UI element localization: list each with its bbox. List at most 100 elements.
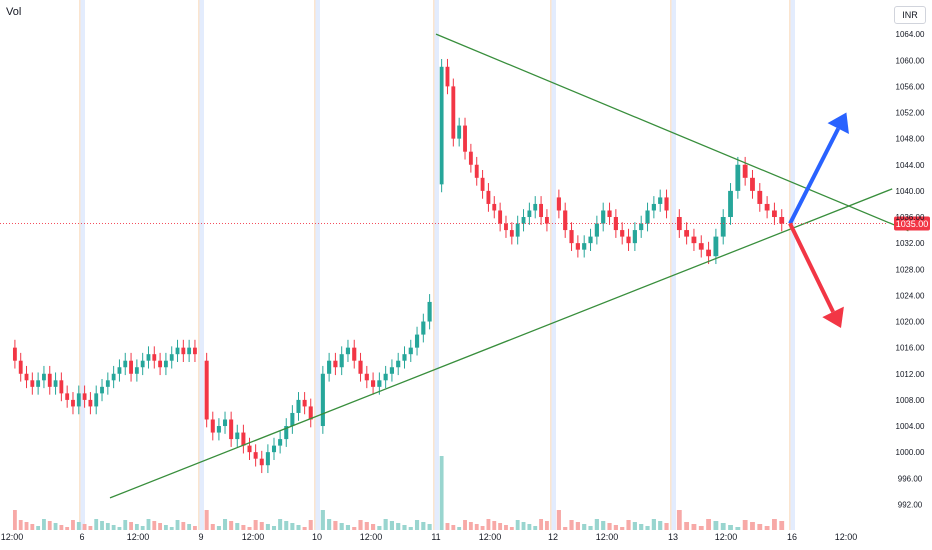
volume-bar — [626, 520, 631, 530]
volume-bar — [53, 523, 58, 530]
y-tick-label: 1024.00 — [896, 291, 925, 300]
arrow-head-bullish — [827, 112, 849, 134]
candles — [12, 58, 785, 474]
volume-bar — [539, 519, 544, 530]
volume-bar — [364, 522, 369, 530]
volume-bar — [339, 523, 344, 530]
volume-bar — [129, 522, 133, 530]
volume-bar — [389, 521, 394, 530]
candle-body — [588, 236, 593, 244]
x-tick-label: 12:00 — [479, 532, 502, 542]
candle-body — [527, 210, 532, 218]
currency-selector[interactable]: INR — [894, 6, 926, 24]
candle-body — [169, 354, 174, 361]
volume-bar — [575, 522, 580, 530]
y-tick-label: 1036.00 — [896, 213, 925, 222]
volume-bar — [414, 520, 420, 530]
volume-bars — [12, 456, 785, 530]
volume-bar — [327, 519, 332, 530]
candle-body — [223, 419, 228, 427]
x-tick-label: 9 — [198, 532, 203, 542]
volume-bar — [533, 526, 538, 530]
volume-bar — [735, 527, 741, 530]
candle-body — [204, 360, 209, 420]
session-band — [433, 0, 439, 530]
candle-body — [735, 164, 741, 191]
session-band-edge — [314, 0, 316, 530]
volume-bar — [779, 521, 785, 530]
candle-body — [728, 190, 733, 218]
candle-body — [457, 125, 462, 139]
y-tick-label: 1048.00 — [896, 135, 925, 144]
candle-body — [181, 347, 186, 355]
session-band-edge — [433, 0, 435, 530]
candle-body — [158, 360, 163, 368]
candle-body — [117, 367, 122, 374]
candle-body — [389, 367, 394, 374]
volume-bar — [134, 524, 139, 530]
x-tick-label: 10 — [312, 532, 322, 542]
y-tick-label: 1020.00 — [896, 318, 925, 327]
volume-bar — [247, 527, 252, 530]
candle-body — [129, 360, 133, 374]
candle-body — [364, 373, 369, 381]
candle-body — [134, 367, 139, 374]
x-tick-label: 16 — [787, 532, 797, 542]
candle-body — [71, 399, 75, 407]
candle-body — [645, 210, 650, 224]
volume-bar — [36, 526, 41, 530]
candle-body — [445, 66, 450, 87]
trendline-upper — [435, 33, 909, 232]
last-price-line: 1035.00 — [0, 216, 930, 231]
session-band — [670, 0, 676, 530]
volume-bar — [742, 520, 748, 530]
candle-body — [521, 217, 526, 224]
candle-body — [742, 164, 748, 178]
candle-body — [463, 125, 467, 152]
candle-body — [468, 151, 473, 165]
candle-body — [284, 426, 289, 440]
candle-body — [296, 399, 301, 413]
volume-bar — [509, 527, 514, 530]
volume-bar — [187, 524, 192, 530]
y-tick-label: 1028.00 — [896, 265, 925, 274]
volume-bar — [259, 522, 264, 530]
volume-bar — [750, 522, 755, 530]
volume-bar — [556, 510, 561, 530]
candle-body — [582, 243, 587, 250]
candle-body — [163, 360, 168, 368]
volume-bar — [88, 526, 93, 530]
candle-body — [539, 203, 544, 218]
x-tick-label: 12:00 — [835, 532, 858, 542]
session-band — [550, 0, 556, 530]
candle-body — [352, 347, 357, 361]
volume-bar — [569, 520, 574, 530]
volume-bar — [451, 525, 456, 530]
candle-body — [358, 360, 363, 374]
candle-body — [492, 203, 497, 211]
volume-bar — [664, 523, 669, 530]
candle-body — [396, 360, 401, 368]
x-tick-label: 12:00 — [360, 532, 383, 542]
candle-body — [371, 380, 376, 387]
candle-body — [651, 203, 656, 211]
volume-bar — [320, 510, 325, 530]
volume-bar — [427, 524, 432, 530]
candle-body — [47, 373, 52, 387]
candle-body — [265, 452, 270, 466]
volume-bar — [358, 520, 363, 530]
y-tick-label: 1008.00 — [896, 396, 925, 405]
volume-bar — [12, 510, 17, 530]
candle-body — [241, 432, 246, 446]
volume-bar — [582, 524, 587, 530]
candle-body — [339, 354, 344, 368]
candle-body — [327, 360, 332, 374]
candle-body — [302, 399, 307, 407]
volume-bar — [158, 523, 163, 530]
candle-body — [620, 230, 625, 237]
volume-bar — [345, 525, 351, 530]
candle-body — [750, 177, 755, 191]
candle-body — [601, 210, 606, 224]
candle-body — [607, 210, 612, 218]
volume-bar — [111, 525, 116, 530]
